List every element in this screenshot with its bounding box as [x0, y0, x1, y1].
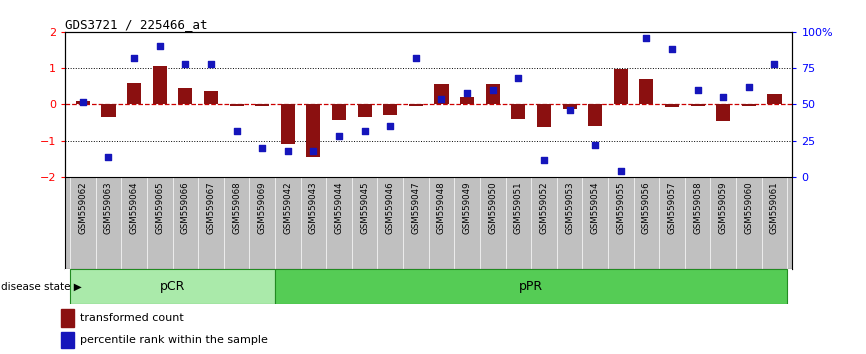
Text: GSM559065: GSM559065: [155, 182, 165, 234]
Bar: [229, 104, 243, 106]
Bar: [563, 104, 577, 109]
Point: [742, 84, 756, 90]
Text: GSM559050: GSM559050: [488, 182, 497, 234]
Point: [178, 61, 192, 67]
Bar: [332, 104, 346, 120]
Point: [204, 61, 218, 67]
Bar: [61, 309, 74, 326]
Text: GSM559043: GSM559043: [309, 182, 318, 234]
Text: GSM559059: GSM559059: [719, 182, 727, 234]
Point: [435, 96, 449, 102]
Point: [512, 75, 526, 81]
Text: GSM559047: GSM559047: [411, 182, 420, 234]
Bar: [358, 104, 372, 117]
Bar: [588, 104, 602, 126]
Point: [665, 46, 679, 52]
Text: GSM559058: GSM559058: [693, 182, 702, 234]
Text: GSM559064: GSM559064: [130, 182, 139, 234]
Bar: [409, 104, 423, 106]
Text: GSM559053: GSM559053: [565, 182, 574, 234]
Point: [384, 124, 397, 129]
Point: [563, 107, 577, 113]
Text: GSM559045: GSM559045: [360, 182, 369, 234]
Text: GSM559055: GSM559055: [617, 182, 625, 234]
Bar: [178, 88, 192, 104]
Point: [358, 128, 372, 133]
Point: [332, 133, 346, 139]
Bar: [716, 104, 730, 121]
Bar: [742, 104, 756, 106]
Point: [127, 55, 141, 61]
Point: [486, 87, 500, 93]
Text: GSM559051: GSM559051: [514, 182, 523, 234]
Text: GSM559062: GSM559062: [79, 182, 87, 234]
Text: percentile rank within the sample: percentile rank within the sample: [80, 335, 268, 346]
Bar: [127, 82, 141, 104]
Text: pPR: pPR: [519, 280, 543, 293]
Text: GSM559057: GSM559057: [668, 182, 676, 234]
Point: [537, 157, 551, 162]
Point: [767, 61, 781, 67]
Text: transformed count: transformed count: [80, 313, 184, 323]
Bar: [537, 104, 551, 127]
Bar: [204, 91, 218, 104]
Point: [76, 99, 90, 104]
Bar: [614, 69, 628, 104]
Point: [101, 154, 115, 160]
Text: GSM559049: GSM559049: [462, 182, 472, 234]
Text: GSM559054: GSM559054: [591, 182, 599, 234]
Point: [281, 148, 294, 154]
Text: GSM559061: GSM559061: [770, 182, 779, 234]
Text: GSM559044: GSM559044: [334, 182, 344, 234]
Point: [716, 94, 730, 100]
Bar: [307, 104, 320, 157]
Bar: [383, 104, 397, 115]
Point: [460, 90, 474, 96]
Text: GSM559063: GSM559063: [104, 182, 113, 234]
Bar: [255, 104, 269, 106]
Text: GSM559068: GSM559068: [232, 182, 241, 234]
Text: GSM559066: GSM559066: [181, 182, 190, 234]
Text: GSM559048: GSM559048: [437, 182, 446, 234]
Bar: [435, 85, 449, 104]
Bar: [70, 269, 275, 304]
Point: [229, 128, 243, 133]
Text: GSM559042: GSM559042: [283, 182, 293, 234]
Text: GSM559056: GSM559056: [642, 182, 651, 234]
Bar: [101, 104, 115, 117]
Text: disease state ▶: disease state ▶: [1, 282, 81, 292]
Point: [152, 44, 166, 49]
Point: [409, 55, 423, 61]
Text: GSM559067: GSM559067: [206, 182, 216, 234]
Point: [639, 35, 653, 40]
Text: GSM559069: GSM559069: [258, 182, 267, 234]
Text: pCR: pCR: [160, 280, 185, 293]
Text: GSM559060: GSM559060: [745, 182, 753, 234]
Bar: [665, 104, 679, 107]
Bar: [281, 104, 294, 144]
Bar: [767, 94, 781, 104]
Bar: [275, 269, 787, 304]
Bar: [639, 79, 654, 104]
Bar: [460, 97, 475, 104]
Point: [307, 148, 320, 154]
Text: GDS3721 / 225466_at: GDS3721 / 225466_at: [65, 18, 208, 31]
Point: [614, 169, 628, 174]
Bar: [511, 104, 526, 119]
Bar: [61, 332, 74, 348]
Text: GSM559052: GSM559052: [540, 182, 548, 234]
Point: [588, 142, 602, 148]
Bar: [486, 85, 500, 104]
Bar: [76, 101, 90, 104]
Point: [691, 87, 705, 93]
Text: GSM559046: GSM559046: [385, 182, 395, 234]
Bar: [690, 104, 705, 106]
Point: [255, 145, 269, 151]
Bar: [152, 66, 167, 104]
